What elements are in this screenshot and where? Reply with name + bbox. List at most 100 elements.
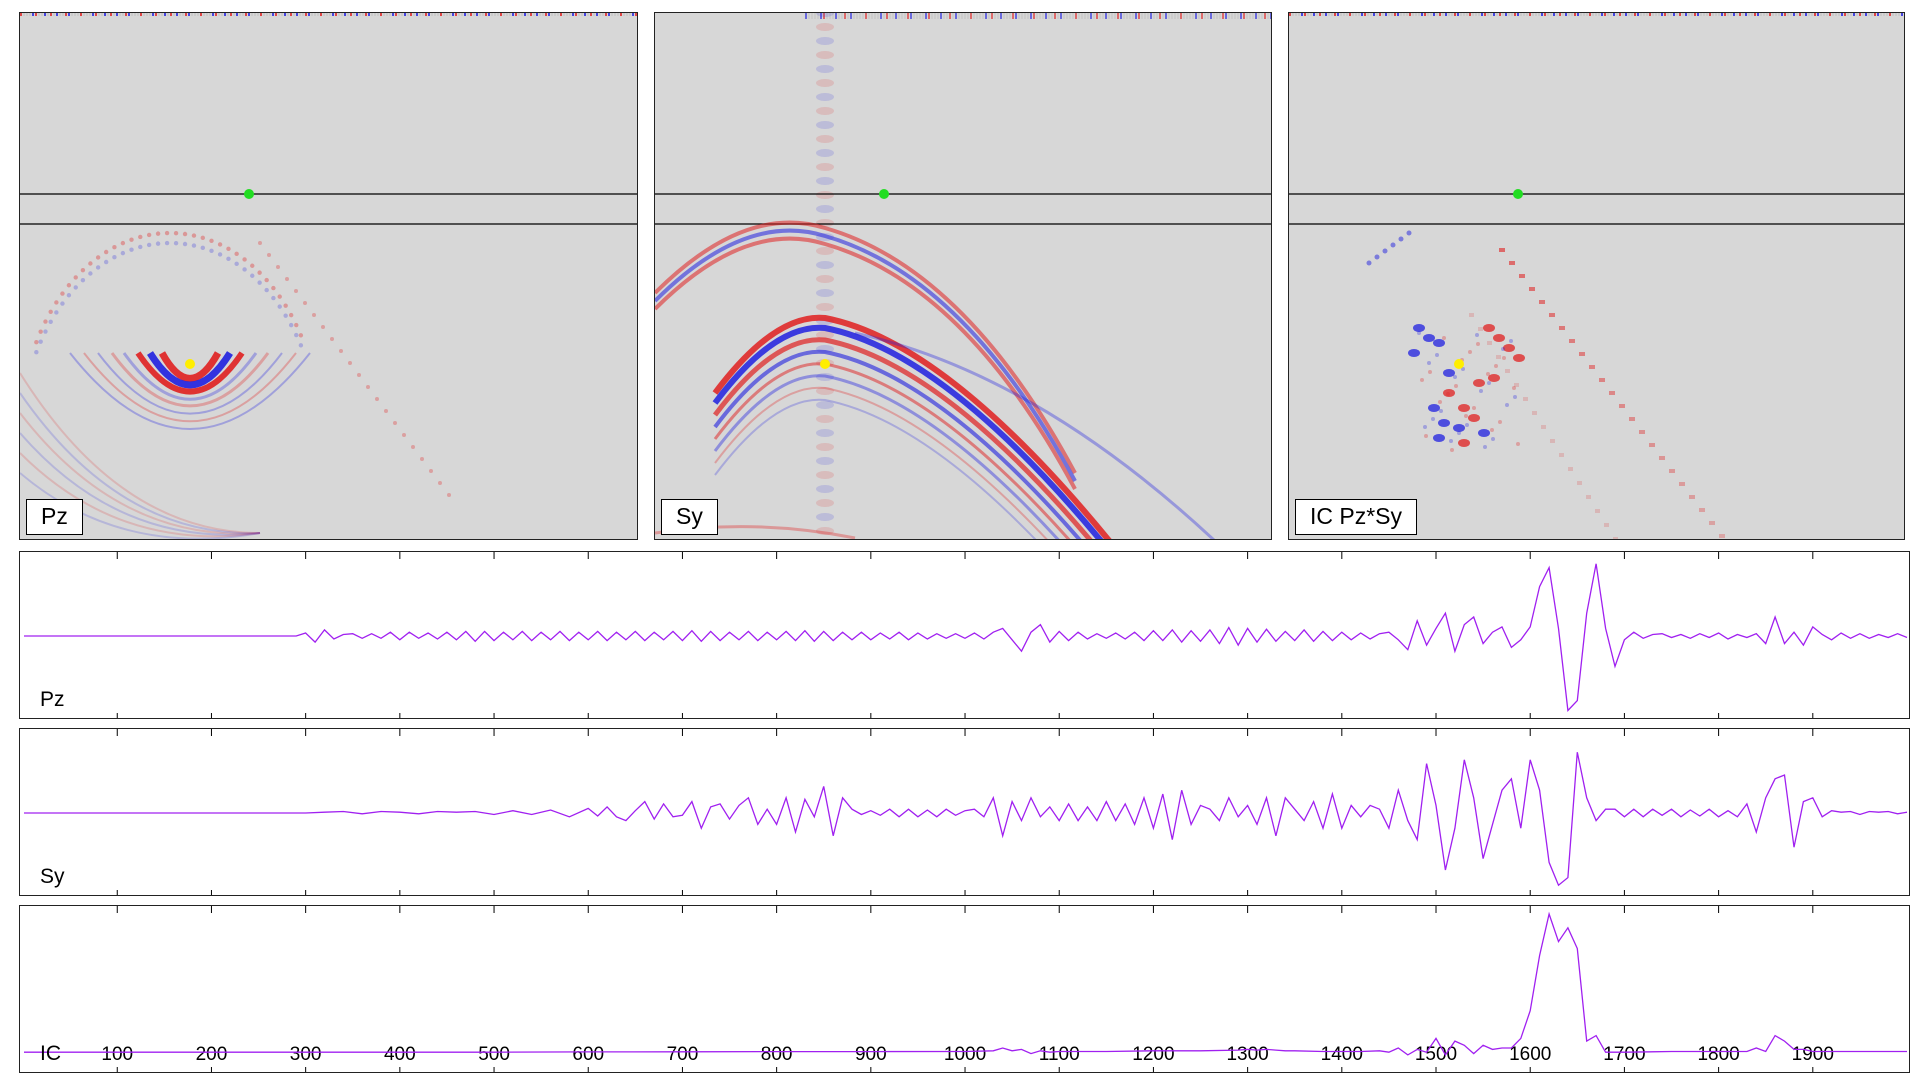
surface-noise: [1709, 13, 1711, 16]
correlation-sample: [1433, 434, 1445, 442]
x-tick-label: 700: [667, 1044, 699, 1065]
surface-noise: [1901, 13, 1903, 16]
surface-noise: [26, 13, 28, 16]
wavefront-sample: [257, 270, 262, 275]
surface-noise: [1832, 13, 1834, 16]
surface-noise: [323, 13, 325, 16]
trace-line: [24, 563, 1908, 712]
wavefront-sample: [1669, 469, 1675, 473]
surface-noise: [161, 13, 163, 16]
surface-noise: [281, 13, 283, 16]
wavefront-sample: [1586, 495, 1591, 499]
surface-noise: [1778, 13, 1780, 16]
correlation-sample: [1443, 389, 1455, 397]
surface-noise: [1424, 13, 1426, 16]
surface-noise: [389, 13, 391, 16]
wavefront-sample: [60, 291, 65, 296]
surface-noise: [1069, 13, 1071, 19]
surface-noise: [413, 13, 415, 16]
surface-noise: [89, 13, 91, 16]
wavefront-sample: [283, 313, 288, 318]
x-tick-label: 100: [101, 1044, 133, 1065]
surface-noise: [254, 13, 256, 16]
surface-noise: [871, 13, 873, 19]
wavefield-panel-pz: Pz: [19, 12, 638, 540]
wavefront-sample: [816, 527, 834, 535]
surface-noise: [1060, 13, 1062, 19]
trace-plot-pz: [24, 552, 1908, 718]
wavefront-sample: [816, 401, 834, 409]
receiver-marker: [244, 189, 254, 199]
wavefront-sample: [164, 230, 170, 236]
correlation-sample: [1450, 448, 1454, 452]
surface-noise: [155, 13, 157, 16]
surface-noise: [380, 13, 382, 16]
wavefront-sample: [54, 300, 59, 305]
surface-noise: [1514, 13, 1516, 16]
wavefront-band: [97, 352, 283, 415]
surface-noise: [1376, 13, 1378, 16]
wavefront-sample: [816, 37, 834, 45]
surface-noise: [1583, 13, 1585, 16]
wavefront-sample: [402, 433, 406, 437]
wavefront-sample: [34, 340, 39, 345]
wavefront-sample: [348, 361, 352, 365]
wavefront-sample: [816, 471, 834, 479]
correlation-sample: [1513, 354, 1525, 362]
surface-noise: [1733, 13, 1735, 16]
surface-noise: [1180, 13, 1182, 19]
x-tick-label: 1400: [1321, 1044, 1363, 1065]
correlation-sample: [1512, 386, 1516, 390]
surface-noise: [928, 13, 930, 19]
surface-noise: [260, 13, 262, 16]
surface-noise: [1772, 13, 1774, 16]
surface-noise: [218, 13, 220, 16]
surface-noise: [1421, 13, 1423, 16]
wavefront-sample: [411, 445, 415, 449]
surface-noise: [829, 13, 831, 19]
surface-noise: [964, 13, 966, 19]
surface-noise: [1796, 13, 1798, 16]
surface-noise: [1397, 13, 1399, 16]
wavefront-sample: [816, 485, 834, 493]
surface-noise: [1388, 13, 1390, 16]
surface-noise: [1604, 13, 1606, 16]
wavefront-sample: [393, 421, 397, 425]
wavefront-sample: [1487, 341, 1492, 345]
wavefront-sample: [1514, 383, 1519, 387]
surface-noise: [590, 13, 592, 16]
surface-noise: [320, 13, 322, 16]
wavefront-sample: [200, 245, 205, 251]
surface-noise: [29, 13, 31, 16]
wavefront-sample: [277, 304, 282, 309]
surface-noise: [143, 13, 145, 16]
surface-noise: [227, 13, 229, 16]
surface-noise: [901, 13, 903, 19]
wavefront-sample: [217, 242, 223, 247]
surface-noise: [1003, 13, 1005, 19]
correlation-sample: [1468, 414, 1480, 422]
surface-noise: [488, 13, 490, 16]
surface-noise: [632, 13, 634, 16]
trace-line: [24, 752, 1908, 887]
surface-noise: [1853, 13, 1855, 16]
wavefront-sample: [816, 135, 834, 143]
surface-noise: [1592, 13, 1594, 16]
surface-noise: [1352, 13, 1354, 16]
wavefront-sample: [294, 289, 298, 293]
correlation-sample: [1435, 353, 1439, 357]
surface-noise: [1724, 13, 1726, 16]
surface-noise: [1132, 13, 1134, 19]
surface-noise: [215, 13, 217, 16]
surface-noise: [32, 13, 34, 16]
surface-noise: [197, 13, 199, 16]
trace-panel-sy: Sy: [19, 728, 1910, 896]
surface-noise: [1349, 13, 1351, 16]
surface-noise: [1730, 13, 1732, 16]
wavefront-band: [714, 398, 1037, 539]
surface-noise: [931, 13, 933, 19]
surface-noise: [113, 13, 115, 16]
surface-noise: [973, 13, 975, 19]
wavefront-sample: [182, 241, 188, 247]
surface-noise: [1712, 13, 1714, 16]
